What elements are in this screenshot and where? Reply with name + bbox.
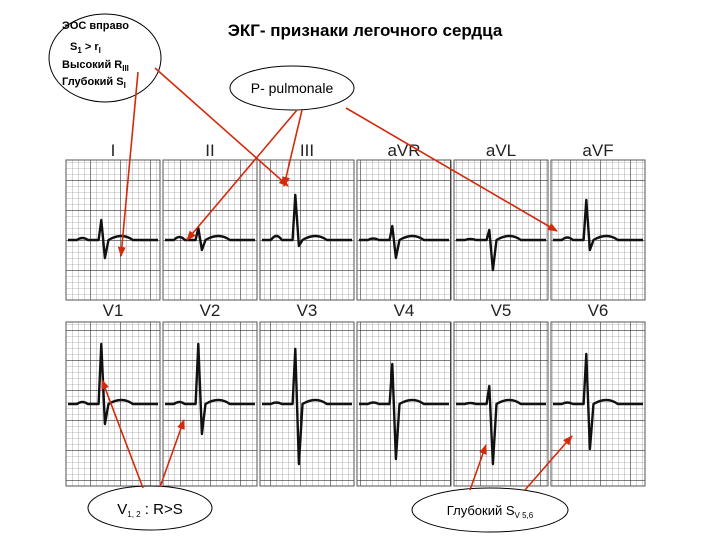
- lead-label: V2: [200, 301, 221, 320]
- text-part: Глубокий S: [62, 76, 124, 88]
- lead-label: aVR: [387, 141, 420, 160]
- callout: [48, 13, 162, 103]
- lead-label: II: [205, 141, 214, 160]
- arrow: [524, 435, 573, 491]
- ecg-wave: [262, 193, 352, 248]
- text-part: : R>S: [141, 501, 183, 518]
- lead-label: V6: [588, 301, 609, 320]
- ecg-wave: [68, 218, 158, 260]
- ecg-wave: [553, 198, 643, 252]
- ecg-wave: [165, 226, 255, 252]
- callout-text: Глубокий SV 5,6: [447, 503, 534, 520]
- ecg-wave: [262, 347, 352, 466]
- arrow: [117, 71, 139, 257]
- callout: [229, 65, 355, 111]
- ecg-wave: [553, 352, 643, 451]
- ecg-wave: [456, 228, 546, 272]
- arrow: [186, 109, 298, 241]
- ecg-grid: [259, 159, 355, 301]
- callout-line: Высокий RIII: [62, 59, 129, 73]
- callout: [411, 487, 569, 533]
- text-part: V: [117, 501, 127, 518]
- text-part: V 5,6: [515, 511, 534, 520]
- text-part: ЭОС вправо: [62, 20, 129, 32]
- text-part: S: [70, 41, 77, 53]
- ecg-wave: [359, 224, 449, 260]
- lead-label: V5: [491, 301, 512, 320]
- text-part: 1: [77, 46, 82, 55]
- title: ЭКГ- признаки легочного сердца: [228, 21, 503, 40]
- lead-label: V1: [103, 301, 124, 320]
- lead-label: aVF: [582, 141, 613, 160]
- lead-label: I: [111, 141, 116, 160]
- lead-label: V4: [394, 301, 415, 320]
- callout-text: P- pulmonale: [251, 80, 334, 96]
- ecg-grid: [162, 159, 258, 301]
- arrows: [101, 67, 573, 491]
- callout: [87, 485, 213, 531]
- arrow: [282, 109, 303, 187]
- arrow: [345, 107, 558, 232]
- callout-line: Глубокий SI: [62, 76, 126, 90]
- lead-label: III: [300, 141, 314, 160]
- ecg-wave: [359, 362, 449, 461]
- ecg-wave: [68, 342, 158, 426]
- callout-line: S1 > rI: [70, 41, 101, 55]
- text-part: I: [99, 46, 101, 55]
- text-part: > r: [82, 41, 100, 53]
- text-part: Глубокий S: [447, 503, 515, 518]
- ecg-grid: [453, 159, 549, 301]
- callout-line: ЭОС вправо: [62, 20, 129, 32]
- ecg-grid: [550, 159, 646, 301]
- ecg-wave: [456, 384, 546, 466]
- text-part: I: [124, 81, 126, 90]
- lead-label: aVL: [486, 141, 516, 160]
- arrow: [101, 379, 144, 489]
- arrow: [469, 444, 487, 491]
- ecg-grid: [356, 159, 452, 301]
- text-part: Высокий R: [62, 59, 122, 71]
- ecg-wave: [165, 342, 255, 436]
- lead-label: V3: [297, 301, 318, 320]
- callout-text: V1, 2 : R>S: [117, 501, 182, 519]
- text-part: 1, 2: [127, 510, 141, 519]
- text-part: III: [122, 64, 129, 73]
- ecg-grid: [65, 159, 161, 301]
- arrow: [154, 67, 289, 187]
- arrow: [159, 419, 185, 488]
